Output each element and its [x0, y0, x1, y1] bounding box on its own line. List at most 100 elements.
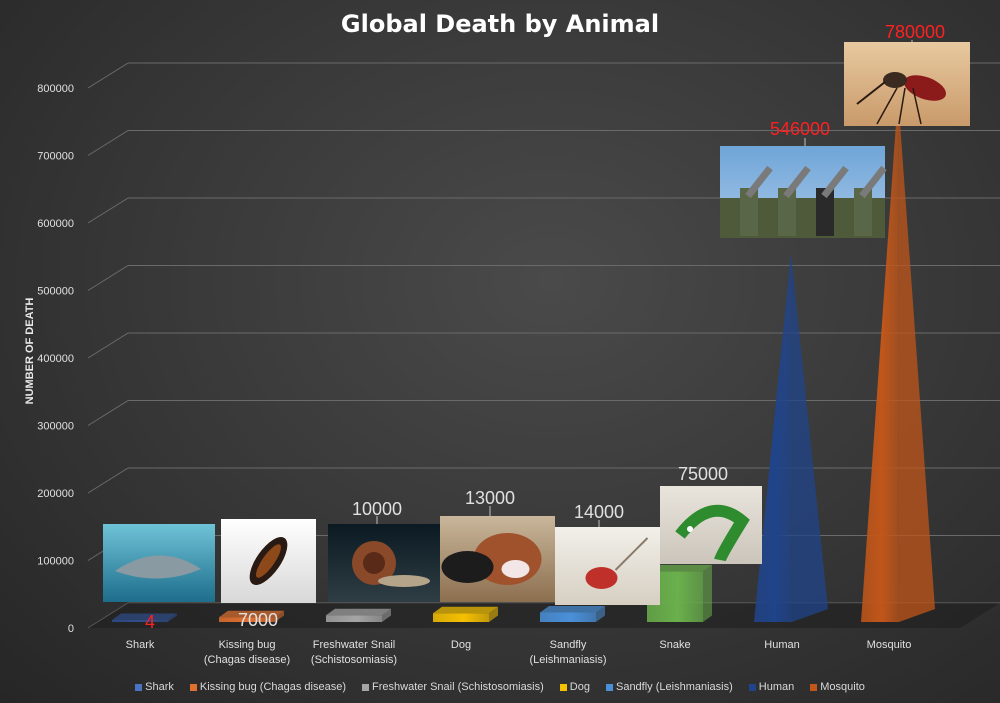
legend-swatch: [748, 683, 756, 691]
fly-wing: [614, 537, 649, 571]
y-tick-label: 200000: [37, 488, 74, 500]
bar-3: [433, 613, 489, 622]
gridline-depth: [87, 62, 129, 89]
legend-item: Kissing bug (Chagas disease): [189, 681, 347, 693]
legend-item: Mosquito: [810, 681, 865, 693]
gridline-depth: [87, 130, 129, 156]
y-tick-label: 300000: [37, 421, 74, 433]
x-tick-label: (Schistosomiasis): [311, 654, 397, 666]
legend-label: Dog: [569, 681, 590, 693]
data-label: 7000: [238, 610, 278, 630]
bar-1: [219, 617, 275, 622]
bar-side-1: [275, 610, 284, 622]
x-tick-label: Mosquito: [867, 639, 912, 651]
y-tick-label: 500000: [37, 286, 74, 298]
bar-top-4: [540, 606, 605, 613]
data-label: 780000: [885, 22, 945, 42]
soldier-weapon: [821, 165, 849, 199]
fly-abdomen: [585, 567, 618, 589]
x-tick-label: Dog: [451, 639, 471, 651]
y-tick-label: 400000: [37, 353, 74, 365]
data-label: 14000: [574, 502, 624, 522]
bar-0: [112, 620, 168, 622]
data-label: 4: [145, 612, 155, 632]
x-tick-label: (Leishmaniasis): [529, 654, 606, 666]
soldier-weapon: [859, 165, 887, 199]
soldier-figure: [854, 188, 872, 236]
bar-7: [861, 95, 899, 622]
bar-top-3: [433, 606, 498, 614]
soldier-weapon: [783, 165, 811, 199]
mosquito-leg: [876, 87, 898, 125]
bug-marking: [256, 544, 281, 578]
y-tick-label: 600000: [37, 218, 74, 230]
bar-side-4: [596, 606, 605, 622]
soldier-figure: [816, 188, 834, 236]
dog-collar: [441, 551, 494, 583]
data-label: 10000: [352, 499, 402, 519]
shark-shape: [115, 555, 201, 579]
x-tick-label: Kissing bug: [219, 639, 276, 651]
bar-4: [540, 612, 596, 622]
snail-body: [378, 575, 430, 587]
legend-item: Dog: [559, 681, 590, 693]
legend-item: Freshwater Snail (Schistosomiasis): [362, 681, 544, 693]
mosquito-leg: [898, 87, 906, 125]
bar-5: [647, 571, 703, 622]
mosquito-thorax: [883, 72, 907, 88]
legend-label: Mosquito: [820, 681, 865, 693]
bar-top-5: [647, 564, 712, 572]
legend-swatch: [559, 683, 567, 691]
bar-top-0: [112, 613, 177, 620]
gridline-depth: [87, 467, 129, 494]
legend: Shark Kissing bug (Chagas disease) Freshwa…: [0, 681, 1000, 693]
gridline-depth: [87, 197, 129, 224]
bar-side-6: [791, 252, 828, 622]
legend-label: Freshwater Snail (Schistosomiasis): [372, 681, 544, 693]
legend-label: Kissing bug (Chagas disease): [199, 681, 347, 693]
legend-item: Shark: [135, 681, 174, 693]
soldier-figure: [778, 188, 796, 236]
y-tick-label: 0: [68, 623, 74, 635]
dog-teeth: [501, 560, 530, 578]
bar-side-7: [898, 95, 935, 622]
y-tick-label: 100000: [37, 556, 74, 568]
gridline-depth: [87, 332, 129, 359]
x-tick-label: Freshwater Snail: [313, 639, 396, 651]
chart-title: Global Death by Animal: [340, 10, 660, 38]
mosquito-proboscis: [856, 81, 886, 105]
bar-top-1: [219, 610, 284, 618]
legend-swatch: [189, 683, 197, 691]
legend-swatch: [135, 683, 143, 691]
legend-swatch: [605, 683, 613, 691]
legend-label: Shark: [145, 681, 174, 693]
bar-side-3: [489, 606, 498, 622]
fly-photo: [555, 527, 660, 605]
legend-item: Sandfly (Leishmaniasis): [605, 681, 733, 693]
soldier-weapon: [745, 165, 773, 199]
bar-6: [754, 252, 792, 622]
snake-body: [675, 504, 750, 562]
mosquito-leg: [912, 87, 922, 125]
soldier-figure: [740, 188, 758, 236]
y-tick-label: 700000: [37, 151, 74, 163]
x-tick-label: Snake: [659, 639, 690, 651]
legend-label: Human: [758, 681, 795, 693]
x-tick-label: Human: [764, 639, 799, 651]
x-tick-label: Shark: [126, 639, 155, 651]
legend-item: Human: [748, 681, 795, 693]
bar-2: [326, 615, 382, 622]
data-label: 546000: [770, 119, 830, 139]
y-tick-label: 800000: [37, 83, 74, 95]
bar-side-2: [382, 608, 391, 622]
legend-swatch: [362, 683, 370, 691]
gridline-depth: [87, 400, 129, 426]
bar-side-5: [703, 564, 712, 622]
data-label: 13000: [465, 488, 515, 508]
bar-top-2: [326, 608, 391, 616]
x-tick-label: Sandfly: [550, 639, 587, 651]
snake-photo: [660, 486, 762, 564]
legend-label: Sandfly (Leishmaniasis): [615, 681, 733, 693]
